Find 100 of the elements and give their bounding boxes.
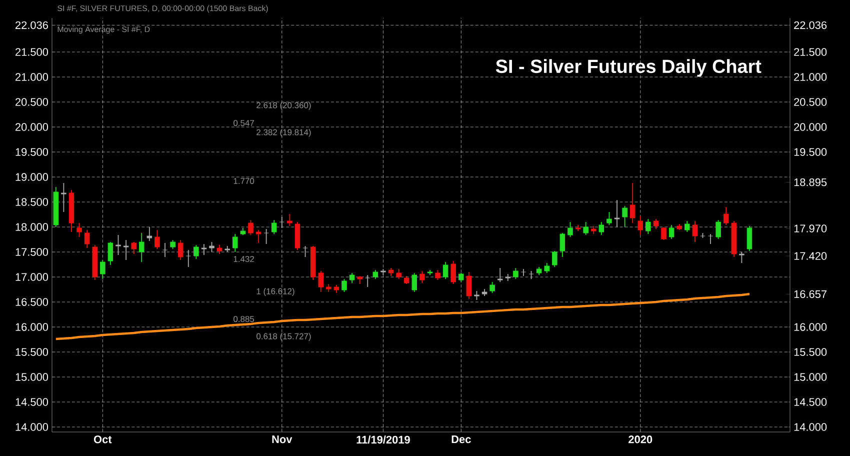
candlestick bbox=[84, 230, 90, 248]
candlestick bbox=[61, 182, 66, 212]
candlestick bbox=[412, 272, 418, 292]
candlestick bbox=[622, 206, 628, 228]
candlestick bbox=[232, 234, 238, 252]
candlestick bbox=[100, 260, 106, 280]
y-tick-label: 17.500 bbox=[16, 248, 48, 256]
candlestick bbox=[186, 250, 192, 268]
y-tick-label: 18.500 bbox=[16, 198, 48, 206]
candlestick bbox=[294, 222, 300, 250]
candlestick bbox=[302, 246, 308, 258]
y-tick-label: 21.500 bbox=[16, 48, 48, 56]
candlestick bbox=[178, 240, 184, 260]
annotation: 0.885 bbox=[234, 316, 254, 322]
candlestick bbox=[746, 226, 752, 252]
y-tick-label: 21.000 bbox=[16, 73, 48, 81]
candlestick bbox=[248, 220, 254, 236]
x-tick-label: Nov bbox=[272, 436, 292, 444]
y2-tick-label: 22.036 bbox=[794, 21, 827, 30]
candlestick bbox=[349, 272, 355, 284]
annotation: 1.432 bbox=[234, 256, 254, 262]
y-tick-label: 16.000 bbox=[16, 323, 48, 331]
y2-tick-label: 17.970 bbox=[794, 224, 827, 232]
candlestick bbox=[568, 222, 573, 238]
candlestick bbox=[442, 262, 448, 280]
y2-tick-label: 16.000 bbox=[794, 323, 827, 331]
candlestick bbox=[194, 244, 199, 260]
y2-tick-label: 16.657 bbox=[794, 290, 827, 298]
candlestick bbox=[466, 272, 472, 300]
candlestick bbox=[146, 226, 152, 242]
candlestick bbox=[318, 270, 324, 292]
candlestick bbox=[614, 200, 620, 228]
candlestick bbox=[716, 220, 721, 240]
y2-tick-label: 18.895 bbox=[794, 178, 827, 186]
annotation: 2.382 (19.814) bbox=[256, 129, 311, 137]
candlestick bbox=[544, 262, 550, 274]
x-tick-label: Oct bbox=[94, 436, 112, 444]
y-tick-label: 14.000 bbox=[16, 423, 48, 431]
y-tick-label: 22.036 bbox=[16, 21, 48, 30]
y2-tick-label: 20.000 bbox=[794, 123, 827, 131]
candlestick bbox=[560, 232, 566, 258]
y2-tick-label: 21.000 bbox=[794, 73, 827, 81]
candlestick bbox=[435, 270, 440, 280]
candlestick bbox=[668, 224, 674, 240]
candlestick bbox=[279, 216, 285, 228]
y2-tick-label: 14.500 bbox=[794, 398, 827, 406]
y-tick-label: 16.500 bbox=[16, 298, 48, 306]
y2-tick-label: 20.500 bbox=[794, 98, 827, 106]
y-tick-label: 17.000 bbox=[16, 273, 48, 281]
y-tick-label: 20.500 bbox=[16, 98, 48, 106]
y2-tick-label: 14.000 bbox=[794, 423, 827, 431]
annotation: 0.547 bbox=[234, 120, 254, 126]
candlestick bbox=[420, 270, 425, 284]
candlestick bbox=[513, 268, 518, 280]
x-tick-label: 11/19/2019 bbox=[356, 436, 410, 444]
y-tick-label: 19.500 bbox=[16, 148, 48, 156]
candlestick bbox=[708, 234, 714, 244]
candlestick bbox=[201, 244, 207, 256]
candlestick bbox=[131, 242, 136, 254]
candlestick bbox=[653, 218, 659, 230]
y-tick-label: 19.000 bbox=[16, 173, 48, 181]
y2-tick-label: 19.500 bbox=[794, 148, 827, 156]
annotation: 1 (16.612) bbox=[256, 288, 294, 296]
y-tick-label: 14.500 bbox=[16, 398, 48, 406]
annotation: 1.770 bbox=[234, 178, 254, 184]
y-tick-label: 20.000 bbox=[16, 123, 48, 131]
candlestick bbox=[630, 182, 636, 224]
candlestick bbox=[154, 230, 160, 250]
candlestick bbox=[364, 274, 370, 288]
candlestick bbox=[116, 234, 121, 256]
candlestick bbox=[692, 220, 698, 242]
candlestick bbox=[162, 242, 168, 258]
candlestick bbox=[520, 268, 526, 276]
candlestick bbox=[638, 216, 644, 236]
candlestick bbox=[723, 206, 729, 226]
y2-tick-label: 15.000 bbox=[794, 373, 827, 381]
candlestick bbox=[598, 222, 604, 236]
candlestick bbox=[271, 220, 277, 234]
candlestick bbox=[497, 268, 503, 282]
candlestick bbox=[108, 242, 114, 266]
candlestick bbox=[396, 268, 402, 280]
candlestick bbox=[606, 212, 612, 226]
candlestick bbox=[123, 240, 129, 260]
candlestick bbox=[552, 250, 558, 268]
candlestick bbox=[256, 230, 262, 244]
y2-tick-label: 17.420 bbox=[794, 252, 827, 260]
y-tick-label: 18.000 bbox=[16, 223, 48, 231]
y-tick-label: 15.500 bbox=[16, 348, 48, 356]
candlestick bbox=[661, 226, 666, 240]
candlestick bbox=[490, 282, 495, 294]
y2-tick-label: 15.500 bbox=[794, 348, 827, 356]
candlestick bbox=[450, 260, 456, 284]
candlestick bbox=[646, 218, 651, 234]
annotation: 2.618 (20.360) bbox=[256, 102, 311, 110]
candlestick bbox=[287, 214, 292, 226]
y-tick-label: 15.000 bbox=[16, 373, 48, 381]
text: SI - Silver Futures Daily Chart bbox=[496, 59, 762, 77]
x-tick-label: Dec bbox=[452, 436, 471, 444]
annotation: 0.618 (15.727) bbox=[256, 333, 311, 341]
candlestick bbox=[76, 222, 82, 238]
